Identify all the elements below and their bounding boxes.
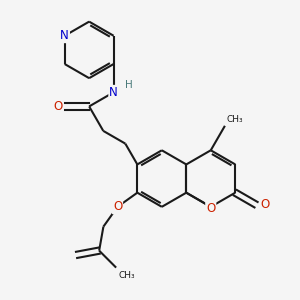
- Text: H: H: [125, 80, 132, 90]
- Text: O: O: [206, 202, 215, 215]
- Text: O: O: [260, 198, 269, 211]
- Text: O: O: [53, 100, 63, 113]
- Text: O: O: [113, 200, 122, 213]
- Text: CH₃: CH₃: [227, 115, 244, 124]
- Text: N: N: [109, 86, 118, 99]
- Text: N: N: [60, 29, 69, 42]
- Text: CH₃: CH₃: [118, 271, 135, 280]
